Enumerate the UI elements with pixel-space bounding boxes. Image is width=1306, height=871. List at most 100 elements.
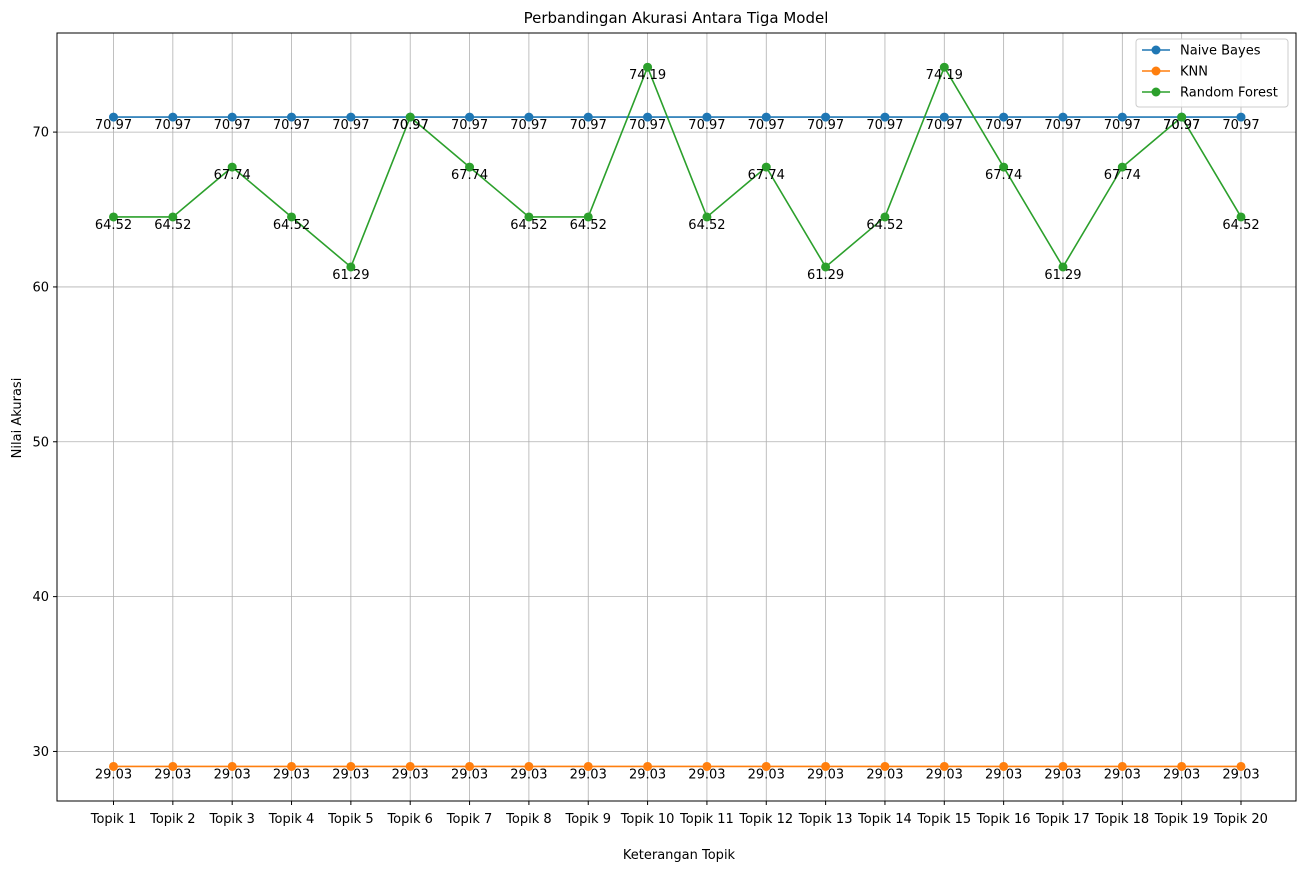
x-tick-label: Topik 16 xyxy=(976,812,1031,827)
legend-box xyxy=(1135,38,1289,108)
naive-bayes-data-label: 70.97 xyxy=(985,118,1022,133)
naive-bayes-point xyxy=(168,112,178,122)
knn-point xyxy=(761,761,771,771)
y-tick-label: 40 xyxy=(32,590,49,605)
random-forest-data-label: 61.29 xyxy=(1044,268,1081,283)
random-forest-point xyxy=(405,112,415,122)
knn-data-label: 29.03 xyxy=(273,767,310,782)
legend-knn-label: KNN xyxy=(1180,65,1208,80)
series xyxy=(109,62,1246,771)
random-forest-data-label: 74.19 xyxy=(926,68,963,83)
knn-data-label: 29.03 xyxy=(1163,767,1200,782)
naive-bayes-point xyxy=(227,112,237,122)
knn-data-label: 29.03 xyxy=(807,767,844,782)
random-forest-data-label: 67.74 xyxy=(748,168,785,183)
knn-point xyxy=(168,761,178,771)
knn-data-label: 29.03 xyxy=(688,767,725,782)
random-forest-point xyxy=(524,212,534,222)
random-forest-point xyxy=(1117,162,1127,172)
random-forest-data-label: 70.97 xyxy=(392,118,429,133)
x-tick-label: Topik 12 xyxy=(738,812,793,827)
knn-data-label: 29.03 xyxy=(1222,767,1259,782)
x-tick-label: Topik 3 xyxy=(208,812,254,827)
random-forest-data-label: 67.74 xyxy=(451,168,488,183)
random-forest-point xyxy=(1177,112,1187,122)
x-tick-label: Topik 2 xyxy=(149,812,195,827)
plot-frame xyxy=(56,32,1297,802)
naive-bayes-data-label: 70.97 xyxy=(214,118,251,133)
knn-data-label: 29.03 xyxy=(214,767,251,782)
naive-bayes-data-label: 70.97 xyxy=(154,118,191,133)
y-axis-label: Nilai Akurasi xyxy=(10,378,25,459)
knn-point xyxy=(939,761,949,771)
x-tick-label: Topik 14 xyxy=(857,812,912,827)
x-tick-label: Topik 19 xyxy=(1154,812,1209,827)
naive-bayes-point xyxy=(109,112,118,122)
naive-bayes-point xyxy=(880,112,890,122)
knn-point xyxy=(227,761,237,771)
naive-bayes-point xyxy=(999,112,1009,122)
knn-data-label: 29.03 xyxy=(866,767,903,782)
legend-naive-bayes-marker xyxy=(1151,45,1161,55)
random-forest-data-label: 67.74 xyxy=(1104,168,1141,183)
knn-data-label: 29.03 xyxy=(451,767,488,782)
knn-data-label: 29.03 xyxy=(332,767,369,782)
random-forest-data-label: 61.29 xyxy=(807,268,844,283)
x-tick-label: Topik 8 xyxy=(505,812,551,827)
knn-data-label: 29.03 xyxy=(926,767,963,782)
knn-point xyxy=(999,761,1009,771)
y-tick-label: 60 xyxy=(32,280,49,295)
y-tick-label: 70 xyxy=(32,126,49,141)
random-forest-data-label: 70.97 xyxy=(1163,118,1200,133)
random-forest-data-label: 61.29 xyxy=(332,268,369,283)
random-forest-data-label: 74.19 xyxy=(629,68,666,83)
legend-naive-bayes-label: Naive Bayes xyxy=(1180,44,1261,59)
chart-title: Perbandingan Akurasi Antara Tiga Model xyxy=(524,9,829,27)
knn-point xyxy=(1058,761,1068,771)
x-tick-label: Topik 9 xyxy=(564,812,610,827)
naive-bayes-point xyxy=(524,112,534,122)
legend-knn-marker xyxy=(1151,66,1161,76)
naive-bayes-point xyxy=(1117,112,1127,122)
naive-bayes-point xyxy=(1236,112,1246,122)
naive-bayes-data-label: 70.97 xyxy=(451,118,488,133)
random-forest-data-label: 67.74 xyxy=(985,168,1022,183)
y-tick-label: 50 xyxy=(32,435,49,450)
random-forest-point xyxy=(109,212,118,222)
knn-point xyxy=(1236,761,1246,771)
naive-bayes-data-label: 70.97 xyxy=(1044,118,1081,133)
random-forest-point xyxy=(643,62,653,72)
naive-bayes-data-label: 70.97 xyxy=(332,118,369,133)
random-forest-data-label: 64.52 xyxy=(866,218,903,233)
random-forest-point xyxy=(939,62,949,72)
knn-point xyxy=(524,761,534,771)
x-tick-label: Topik 15 xyxy=(916,812,971,827)
knn-point xyxy=(405,761,415,771)
x-tick-label: Topik 6 xyxy=(386,812,432,827)
naive-bayes-data-label: 70.97 xyxy=(748,118,785,133)
naive-bayes-data-label: 70.97 xyxy=(1222,118,1259,133)
knn-point xyxy=(346,761,356,771)
x-tick-label: Topik 13 xyxy=(798,812,853,827)
knn-data-label: 29.03 xyxy=(95,767,132,782)
knn-point xyxy=(1117,761,1127,771)
knn-point xyxy=(821,761,831,771)
x-tick-label: Topik 20 xyxy=(1213,812,1268,827)
legend-random-forest-marker xyxy=(1151,87,1161,97)
x-tick-label: Topik 18 xyxy=(1094,812,1149,827)
naive-bayes-data-label: 70.97 xyxy=(1104,118,1141,133)
random-forest-data-label: 64.52 xyxy=(570,218,607,233)
knn-point xyxy=(109,761,118,771)
naive-bayes-point xyxy=(821,112,831,122)
random-forest-point xyxy=(346,262,356,272)
naive-bayes-data-label: 70.97 xyxy=(95,118,132,133)
naive-bayes-point xyxy=(287,112,297,122)
random-forest-data-label: 64.52 xyxy=(154,218,191,233)
random-forest-point xyxy=(168,212,178,222)
grid xyxy=(57,33,1296,801)
random-forest-point xyxy=(287,212,297,222)
knn-data-label: 29.03 xyxy=(392,767,429,782)
naive-bayes-point xyxy=(346,112,356,122)
x-tick-label: Topik 10 xyxy=(620,812,675,827)
